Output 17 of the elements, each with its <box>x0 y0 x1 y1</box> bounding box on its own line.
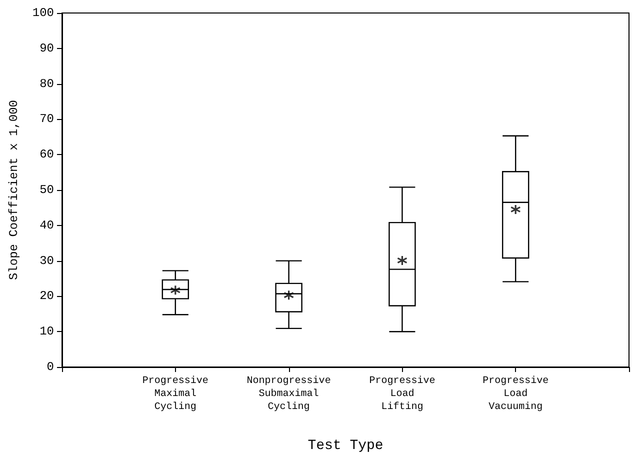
x-tick-label: Progressive Load Vacuuming <box>482 375 549 413</box>
y-tick-label: 60 <box>40 148 54 162</box>
y-tick-label: 30 <box>40 254 54 268</box>
x-tick-label: Nonprogressive Submaximal Cycling <box>246 375 331 413</box>
y-tick-label: 20 <box>40 289 54 304</box>
x-tick-label: Progressive Load Lifting <box>369 375 436 413</box>
y-tick-label: 70 <box>40 112 54 126</box>
y-tick-label: 0 <box>46 360 54 374</box>
y-tick-label: 50 <box>40 183 54 197</box>
y-tick-label: 10 <box>40 324 54 339</box>
y-tick-label: 100 <box>32 6 54 20</box>
x-axis-title: Test Type <box>308 438 384 454</box>
y-axis-title: Slope Coefficient x 1,000 <box>7 100 21 280</box>
y-tick-label: 40 <box>40 218 54 232</box>
y-tick-label: 80 <box>40 76 54 91</box>
x-tick-label: Progressive Maximal Cycling <box>142 375 208 413</box>
y-tick-label: 90 <box>40 41 54 56</box>
